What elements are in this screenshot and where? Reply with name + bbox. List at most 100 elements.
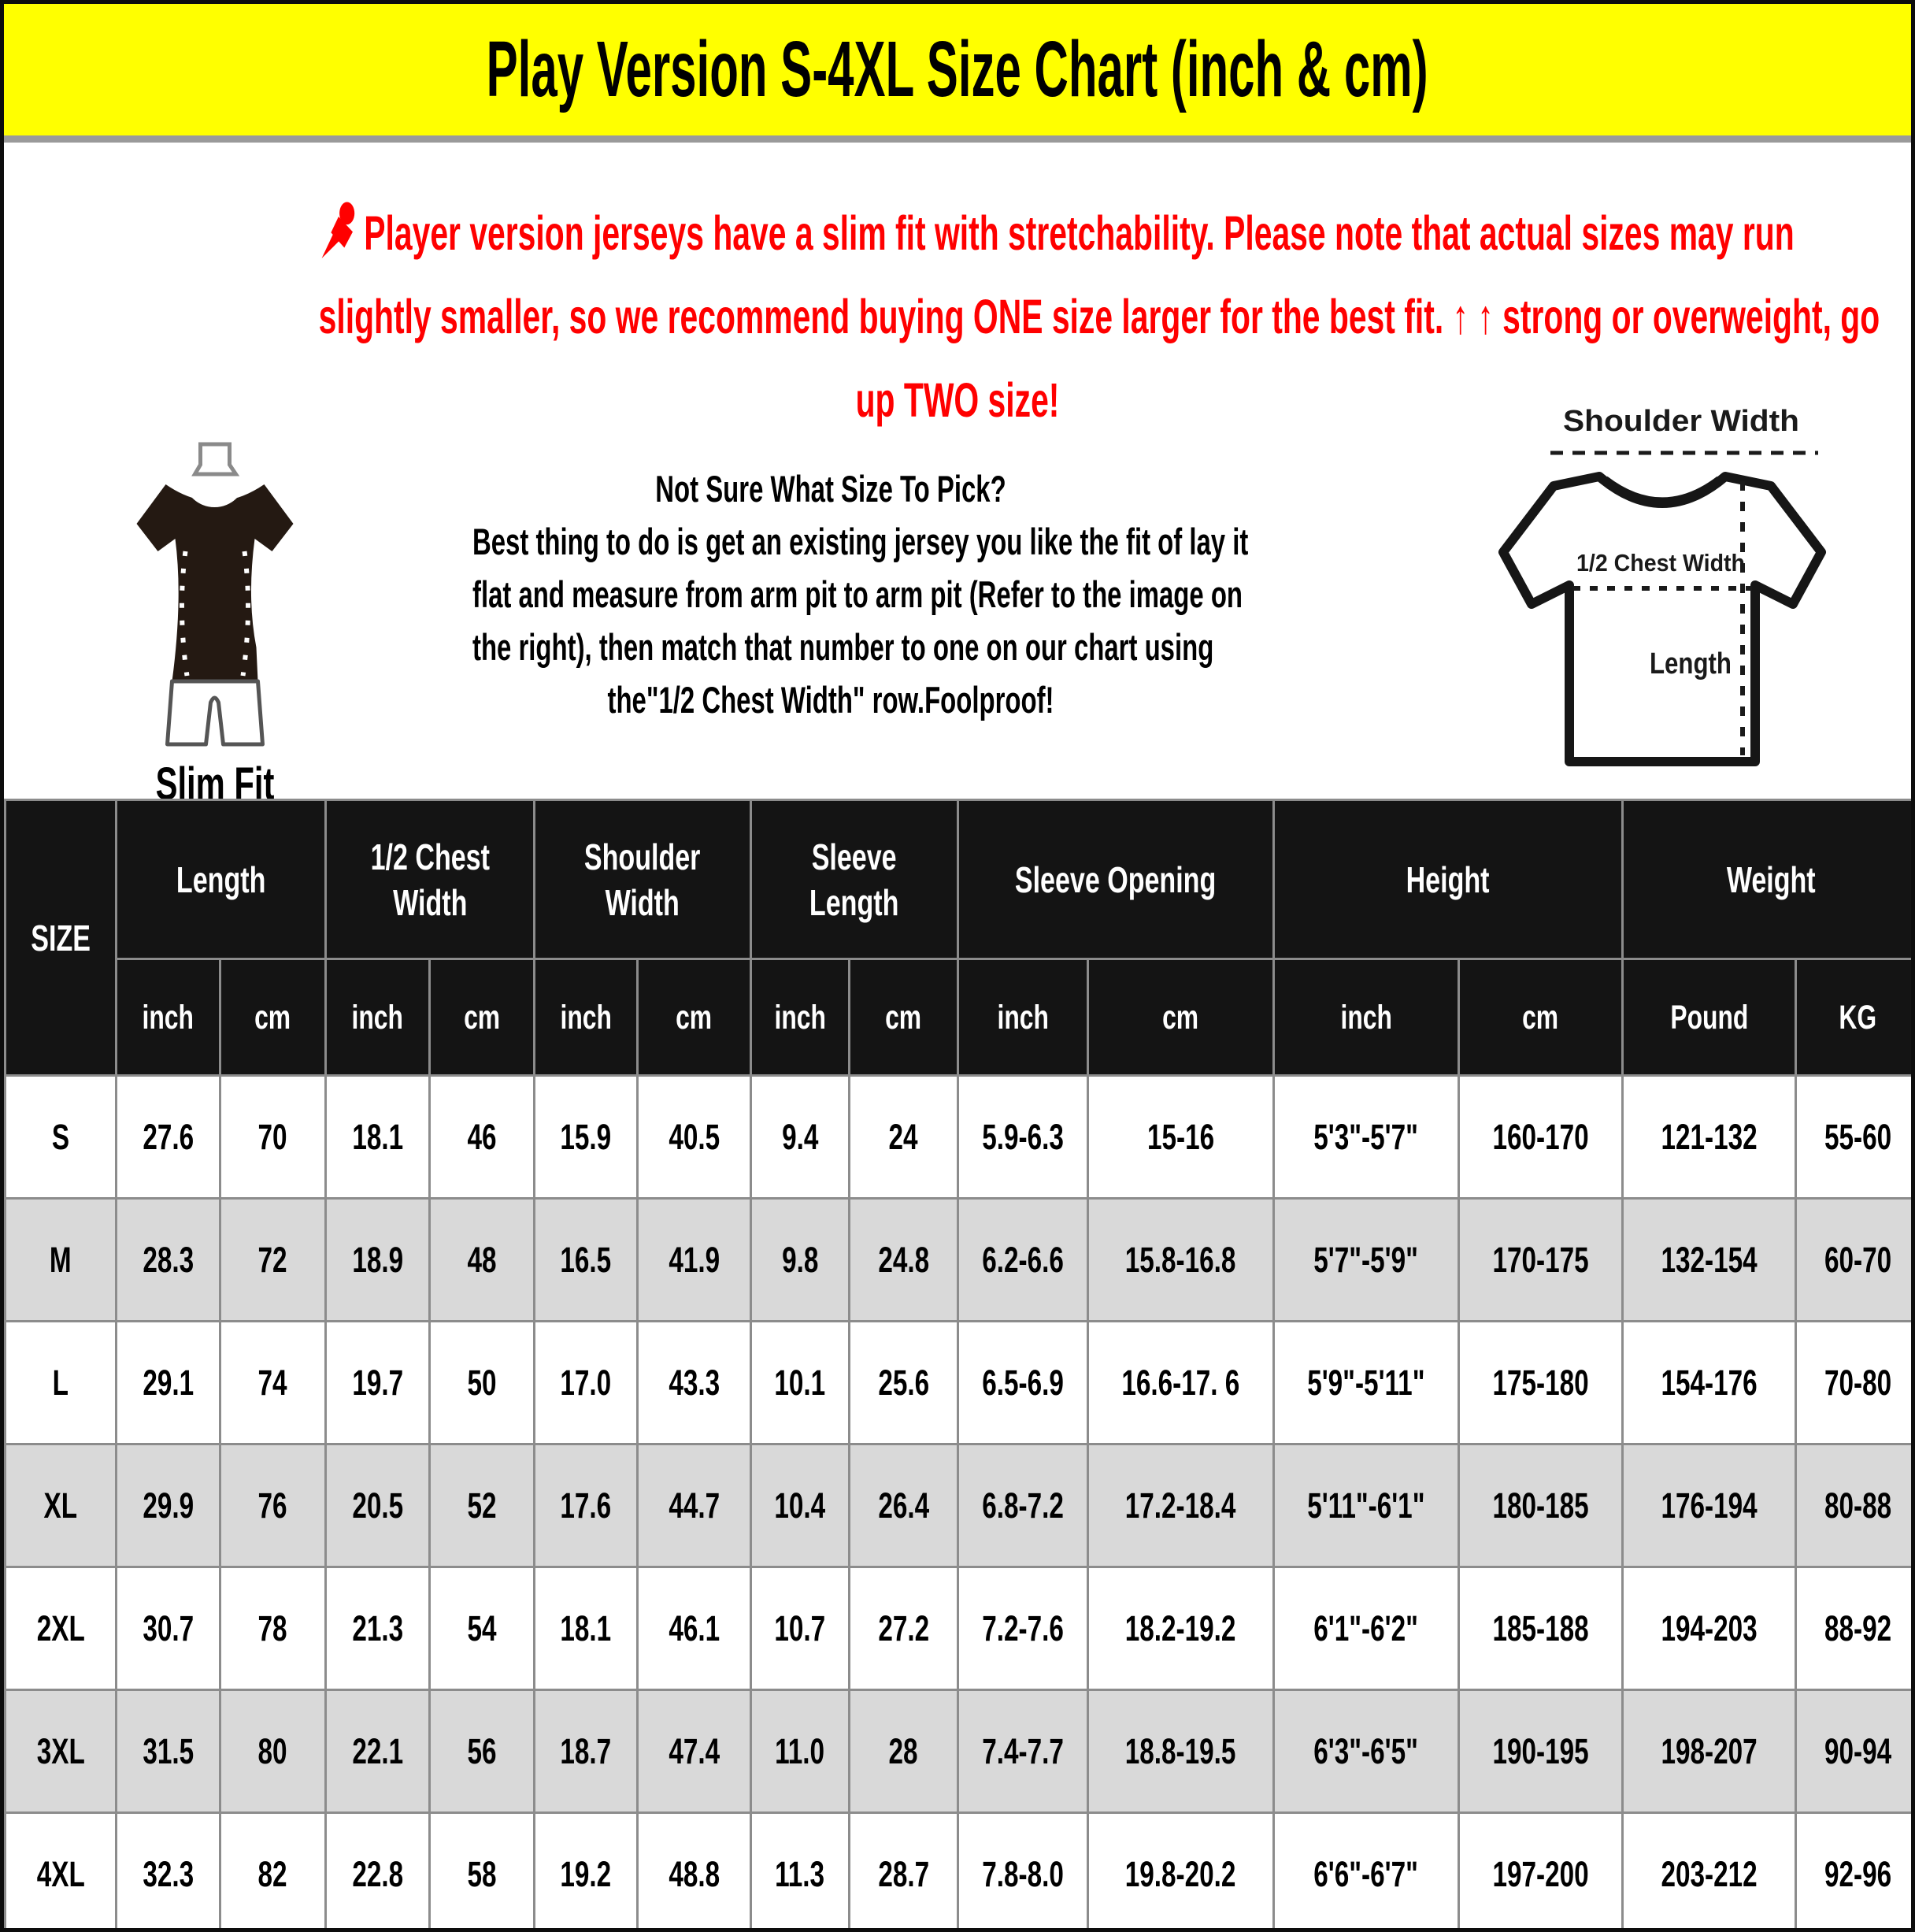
cell-value: 17.0 (560, 1362, 612, 1403)
unit-header: inch (957, 958, 1090, 1077)
table-cell: 16.6-17. 6 (1087, 1320, 1276, 1445)
table-cell: 6.8-7.2 (957, 1443, 1090, 1568)
cell-value: 170-175 (1492, 1239, 1589, 1280)
table-cell: 5'11"-6'1" (1272, 1443, 1461, 1568)
cell-value: 29.9 (143, 1485, 194, 1526)
group-header-height: Height (1272, 799, 1624, 960)
cell-value: 48 (467, 1239, 497, 1280)
table-cell: 76 (218, 1443, 328, 1568)
cell-value: 27.6 (143, 1116, 194, 1157)
notice-line-2: slightly smaller, so we recommend buying… (318, 290, 1880, 343)
unit-header: inch (533, 958, 639, 1077)
unit-header: inch (750, 958, 851, 1077)
table-cell: 48 (428, 1197, 536, 1322)
table-cell: 17.6 (533, 1443, 639, 1568)
cell-value: 19.8-20.2 (1125, 1853, 1236, 1894)
cell-value: 50 (467, 1362, 497, 1403)
page-title: Play Version S-4XL Size Chart (inch & cm… (487, 25, 1428, 113)
cell-value: 9.8 (781, 1239, 819, 1280)
table-cell: 47.4 (636, 1689, 753, 1814)
table-row: 3XL 31.5 80 22.1 56 18.7 47.4 11.0 28 7.4-7.7 18.8… (4, 1689, 1911, 1814)
row-size-label: L (4, 1320, 117, 1445)
unit-header: cm (636, 958, 753, 1077)
table-cell: 185-188 (1458, 1566, 1624, 1691)
cell-value: 176-194 (1661, 1485, 1758, 1526)
group-header-weight: Weight (1621, 799, 1911, 960)
cell-value: 18.1 (560, 1608, 612, 1648)
table-cell: 29.9 (115, 1443, 221, 1568)
cell-value: 180-185 (1492, 1485, 1589, 1526)
cell-value: 6.2-6.6 (982, 1239, 1064, 1280)
instructions-heading: Not Sure What Size To Pick? (655, 468, 1006, 510)
cell-value: 5'7"-5'9" (1313, 1239, 1419, 1280)
table-cell: 10.7 (750, 1566, 851, 1691)
table-cell: 58 (428, 1811, 536, 1928)
cell-value: 7.8-8.0 (982, 1853, 1064, 1894)
table-cell: 78 (218, 1566, 328, 1691)
unit-header: inch (324, 958, 432, 1077)
notice-text-1: Player version jerseys have a slim fit w… (364, 206, 1795, 260)
table-cell: 9.8 (750, 1197, 851, 1322)
cell-value: 7.2-7.6 (982, 1608, 1064, 1648)
cell-value: 154-176 (1661, 1362, 1758, 1403)
table-cell: 203-212 (1621, 1811, 1798, 1928)
table-cell: 88-92 (1795, 1566, 1911, 1691)
table-cell: 198-207 (1621, 1689, 1798, 1814)
table-cell: 92-96 (1795, 1811, 1911, 1928)
cell-value: 22.8 (352, 1853, 403, 1894)
table-cell: 19.7 (324, 1320, 432, 1445)
group-header-sleeve-opening: Sleeve Opening (957, 799, 1276, 960)
cell-value: 132-154 (1661, 1239, 1758, 1280)
table-cell: 10.1 (750, 1320, 851, 1445)
row-size-label: 4XL (4, 1811, 117, 1928)
table-cell: 121-132 (1621, 1074, 1798, 1200)
cell-value: 92-96 (1824, 1853, 1892, 1894)
cell-value: 185-188 (1492, 1608, 1589, 1648)
table-cell: 5'9"-5'11" (1272, 1320, 1461, 1445)
group-header-shoulder-width: Shoulder Width (533, 799, 753, 960)
table-cell: 74 (218, 1320, 328, 1445)
half-chest-width-label: 1/2 Chest Width (1576, 549, 1745, 577)
table-cell: 5.9-6.3 (957, 1074, 1090, 1200)
unit-header: inch (115, 958, 221, 1077)
cell-value: 72 (257, 1239, 288, 1280)
table-cell: 6.2-6.6 (957, 1197, 1090, 1322)
table-cell: 55-60 (1795, 1074, 1911, 1200)
table-cell: 41.9 (636, 1197, 753, 1322)
table-cell: 44.7 (636, 1443, 753, 1568)
cell-value: 55-60 (1824, 1116, 1892, 1157)
cell-value: 160-170 (1492, 1116, 1589, 1157)
table-cell: 190-195 (1458, 1689, 1624, 1814)
cell-value: XL (43, 1485, 78, 1526)
table-cell: 72 (218, 1197, 328, 1322)
table-cell: 46 (428, 1074, 536, 1200)
size-table-body: S 27.6 70 18.1 46 15.9 40.5 9.4 24 5.9-6.3 15-16 5'… (4, 1074, 1911, 1928)
cell-value: 56 (467, 1730, 497, 1771)
table-unit-header-row: inch cm inch cm inch cm inch cm inch cm … (6, 958, 1911, 1077)
table-cell: 70 (218, 1074, 328, 1200)
table-cell: 52 (428, 1443, 536, 1568)
length-label: Length (1650, 647, 1732, 680)
table-cell: 6.5-6.9 (957, 1320, 1090, 1445)
table-cell: 15-16 (1087, 1074, 1276, 1200)
cell-value: 20.5 (352, 1485, 403, 1526)
cell-value: 6.8-7.2 (982, 1485, 1064, 1526)
table-cell: 16.5 (533, 1197, 639, 1322)
table-cell: 26.4 (848, 1443, 960, 1568)
unit-header: cm (1087, 958, 1276, 1077)
table-cell: 5'3"-5'7" (1272, 1074, 1461, 1200)
cell-value: 24 (888, 1116, 919, 1157)
table-cell: 80-88 (1795, 1443, 1911, 1568)
cell-value: 175-180 (1492, 1362, 1589, 1403)
table-cell: 18.7 (533, 1689, 639, 1814)
cell-value: 6.5-6.9 (982, 1362, 1064, 1403)
cell-value: 5'3"-5'7" (1313, 1116, 1419, 1157)
cell-value: 5'9"-5'11" (1307, 1362, 1425, 1403)
table-cell: 22.1 (324, 1689, 432, 1814)
unit-header: KG (1795, 958, 1911, 1077)
cell-value: 18.9 (352, 1239, 403, 1280)
cell-value: S (51, 1116, 70, 1157)
cell-value: 47.4 (669, 1730, 720, 1771)
size-column-header: SIZE (4, 799, 117, 1077)
